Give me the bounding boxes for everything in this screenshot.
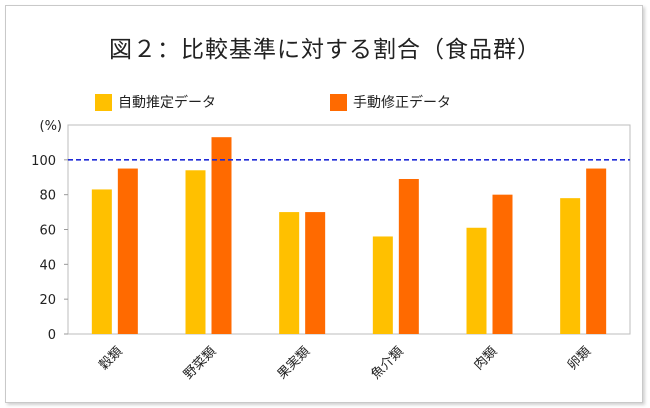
plot-area xyxy=(67,124,631,335)
bar-auto-3 xyxy=(372,236,393,334)
x-category-label: 肉類 xyxy=(471,344,500,373)
bar-auto-5 xyxy=(560,198,581,334)
bar-manual-2 xyxy=(305,212,326,334)
x-category-label: 魚介類 xyxy=(368,344,406,382)
x-category-label: 卵類 xyxy=(565,344,594,373)
y-tick-label: 40 xyxy=(39,258,56,273)
bar-manual-3 xyxy=(398,178,419,334)
bar-auto-0 xyxy=(91,189,112,334)
legend-label-auto: 自動推定データ xyxy=(118,95,216,111)
y-axis-unit: (%) xyxy=(40,119,63,134)
legend-item-manual: 手動修正データ xyxy=(330,92,451,112)
legend-swatch-auto xyxy=(95,93,112,111)
legend-item-auto: 自動推定データ xyxy=(95,92,216,112)
x-category-label: 果実類 xyxy=(274,344,313,383)
bar-auto-2 xyxy=(279,212,300,334)
bar-manual-4 xyxy=(492,194,513,334)
y-tick-label: 20 xyxy=(39,293,56,308)
bar-auto-4 xyxy=(466,227,487,334)
y-tick-label: 80 xyxy=(39,189,56,204)
bar-manual-1 xyxy=(211,137,232,334)
bar-manual-0 xyxy=(117,168,138,334)
bar-manual-5 xyxy=(586,168,607,334)
legend-swatch-manual xyxy=(330,93,347,111)
y-tick-label: 0 xyxy=(48,328,56,343)
x-category-label: 野菜類 xyxy=(181,344,219,382)
y-tick-label: 60 xyxy=(39,224,56,239)
y-tick-label: 100 xyxy=(31,154,56,169)
chart-title: 図２：比較基準に対する割合（食品群） xyxy=(109,37,541,63)
legend-label-manual: 手動修正データ xyxy=(353,95,451,111)
bar-auto-1 xyxy=(185,170,206,334)
x-category-label: 穀類 xyxy=(97,344,126,373)
